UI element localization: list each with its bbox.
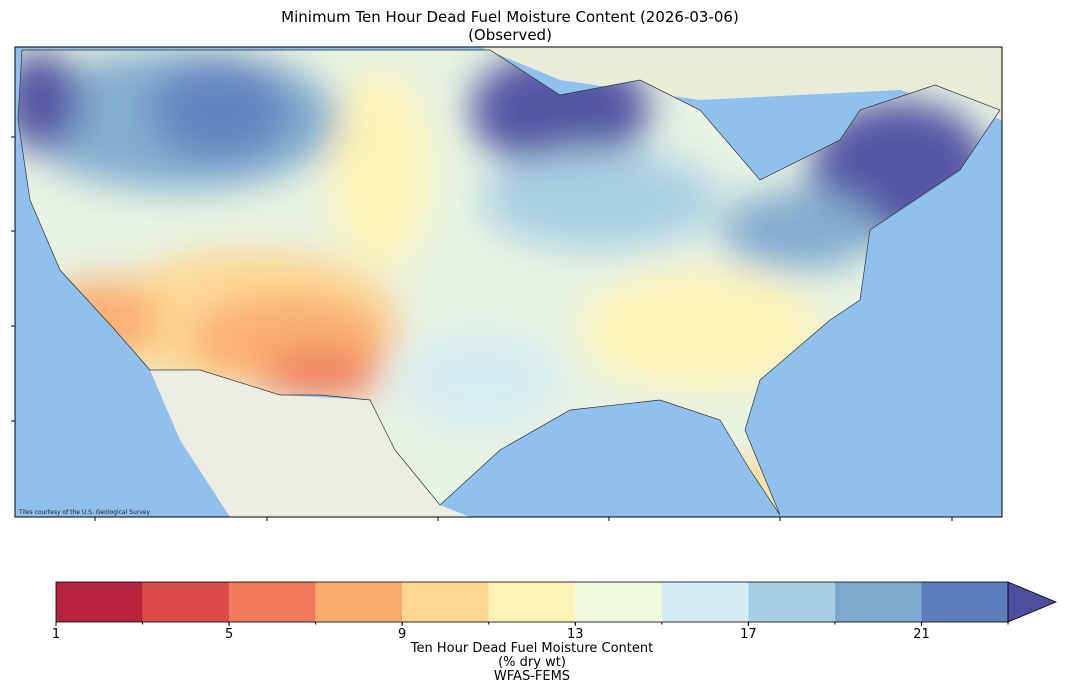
colorbar-bin <box>575 582 662 622</box>
colorbar-extend <box>1007 581 1058 623</box>
colorbar-label: (% dry wt) <box>498 655 566 670</box>
map-ticks <box>11 136 953 521</box>
colorbar-tick-label: 17 <box>740 627 757 642</box>
colorbar-bin <box>56 582 143 622</box>
colorbar-bin <box>661 582 749 622</box>
colorbar-tick-label: 9 <box>398 627 406 642</box>
colorbar: 1 5 9 13 17 21 Ten Hour Dead Fuel Moisture Con… <box>52 581 1058 684</box>
attribution: Tiles courtesy of the U.S. Geological Su… <box>18 509 150 516</box>
map: Tiles courtesy of the U.S. Geological Su… <box>15 47 1002 517</box>
colorbar-bin <box>921 582 1008 622</box>
colorbar-tick-label: 5 <box>225 627 233 642</box>
map-frame <box>14 46 1003 518</box>
colorbar-tick-label: 21 <box>913 627 930 642</box>
colorbar-bin <box>402 582 489 622</box>
map-title: Minimum Ten Hour Dead Fuel Moisture Cont… <box>281 8 739 26</box>
map-subtitle: (Observed) <box>468 26 552 44</box>
colorbar-bin <box>748 582 835 622</box>
colorbar-label: WFAS-FEMS <box>494 669 570 684</box>
colorbar-frame <box>55 581 1009 623</box>
mexico <box>150 370 470 517</box>
colorbar-bin <box>142 582 230 622</box>
colorbar-bin <box>488 582 576 622</box>
canada <box>15 47 1002 120</box>
colorbar-bin <box>834 582 922 622</box>
colorbar-label: Ten Hour Dead Fuel Moisture Content <box>410 641 653 656</box>
colorbar-tick-label: 1 <box>52 627 60 642</box>
colorbar-tick-label: 13 <box>567 627 584 642</box>
colorbar-bin <box>315 582 403 622</box>
colorbar-bin <box>229 582 316 622</box>
